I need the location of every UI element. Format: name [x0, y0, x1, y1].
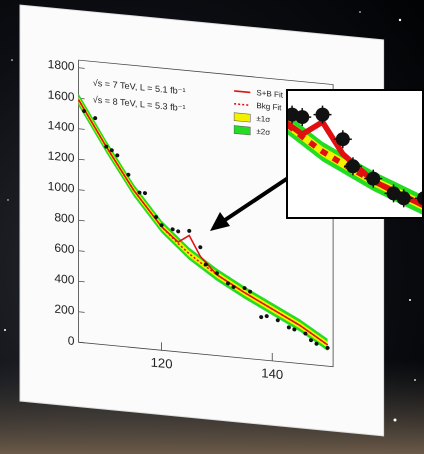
data-point — [82, 108, 87, 113]
data-point — [142, 191, 147, 196]
x-tick-label: 140 — [261, 365, 283, 382]
data-point — [231, 285, 236, 289]
inset-border — [286, 89, 424, 219]
legend-label: ±2σ — [256, 127, 270, 137]
data-point — [154, 215, 159, 220]
data-point — [259, 315, 264, 320]
data-point — [314, 341, 319, 346]
y-tick-label: 1000 — [48, 179, 75, 195]
data-point — [198, 245, 203, 250]
legend-label: ±1σ — [256, 114, 270, 124]
y-tick — [78, 158, 85, 161]
fit-line — [77, 99, 328, 346]
y-tick — [78, 280, 85, 283]
data-point — [295, 110, 310, 125]
x-tick-label: 120 — [151, 355, 173, 372]
data-point — [286, 325, 291, 330]
y-tick-label: 1600 — [48, 88, 75, 104]
data-point — [264, 314, 269, 319]
sheet: 020040060080010001200140016001800120140√… — [19, 4, 385, 437]
data-point — [104, 144, 109, 149]
y-tick-label: 400 — [54, 271, 75, 287]
data-point — [109, 148, 114, 153]
data-point — [325, 345, 330, 350]
plot-frame — [78, 59, 334, 368]
y-tick — [78, 128, 85, 130]
y-tick-label: 1800 — [48, 57, 75, 73]
data-point — [248, 289, 253, 294]
y-tick — [78, 189, 85, 191]
y-tick-label: 800 — [54, 210, 75, 226]
y-tick — [78, 250, 85, 252]
plot: 020040060080010001200140016001800120140√… — [48, 57, 334, 382]
data-point — [275, 318, 280, 323]
data-point — [170, 227, 175, 232]
fit-line — [287, 118, 424, 209]
arrow-head — [210, 212, 230, 231]
y-tick — [78, 219, 85, 222]
data-point — [303, 331, 308, 336]
data-point — [93, 116, 98, 121]
data-point — [203, 262, 208, 267]
data-point — [345, 159, 360, 174]
data-point — [115, 153, 120, 158]
data-point — [137, 190, 142, 195]
legend-swatch — [233, 112, 251, 123]
arrow-shaft — [220, 176, 290, 224]
data-point — [159, 223, 164, 228]
legend-label: Bkg Fit — [256, 101, 282, 112]
y-tick-label: 200 — [54, 302, 75, 318]
data-point — [214, 271, 219, 276]
legend-swatch — [234, 90, 251, 94]
legend-label: S+B Fit — [256, 88, 283, 100]
data-point — [396, 191, 411, 206]
data-point — [242, 286, 247, 291]
data-point — [292, 327, 297, 332]
y-tick-label: 1400 — [48, 118, 75, 134]
data-point — [187, 228, 192, 233]
data-point — [308, 338, 313, 343]
stars — [4, 11, 416, 422]
y-tick-label: 600 — [54, 241, 75, 257]
y-tick — [78, 67, 85, 69]
y-tick — [78, 311, 85, 313]
data-point — [366, 171, 381, 186]
data-point — [315, 107, 330, 122]
y-tick-label: 1200 — [48, 149, 75, 165]
data-point — [176, 229, 181, 234]
data-point — [225, 281, 230, 286]
data-point — [126, 172, 131, 177]
data-point — [335, 132, 350, 147]
y-tick-label: 0 — [68, 334, 75, 349]
legend-swatch — [233, 125, 251, 136]
y-tick — [78, 341, 85, 344]
legend-swatch — [234, 102, 251, 107]
inset — [287, 105, 424, 216]
